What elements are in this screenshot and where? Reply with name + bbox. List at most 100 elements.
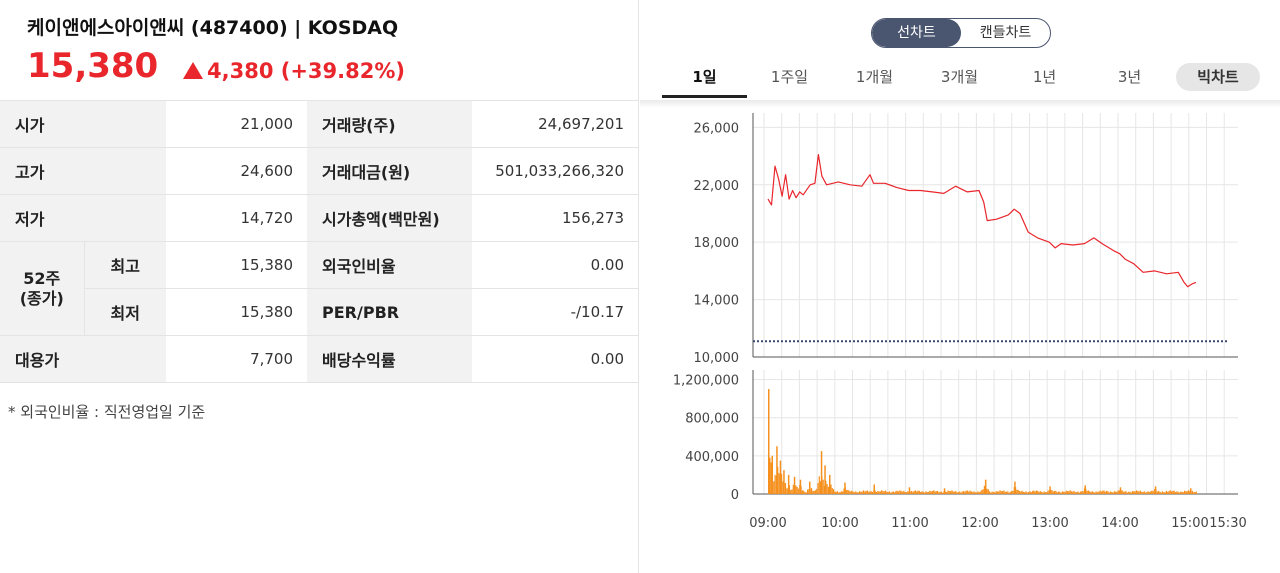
candle-chart-toggle[interactable]: 캔들차트 (979, 25, 1032, 41)
volume-bar (870, 491, 872, 494)
volume-bar (1089, 491, 1091, 494)
volume-bar (926, 492, 928, 494)
volume-bar (848, 490, 850, 494)
price-axis-tick-label: 14,000 (694, 294, 740, 309)
current-price: 15,380 (27, 46, 159, 86)
table-row: 저가 14,720 시가총액(백만원) 156,273 (0, 194, 639, 242)
volume-bar (1093, 492, 1095, 494)
volume-bar (1146, 492, 1148, 494)
volume-bar (1081, 491, 1083, 494)
week52-label: 52주 (종가) (0, 241, 85, 336)
volume-bar (846, 490, 848, 494)
tab-3year[interactable]: 3년 (1117, 68, 1142, 86)
volume-bar (1128, 491, 1130, 494)
volume-value: 24,697,201 (472, 100, 639, 148)
volume-bar (1156, 491, 1158, 494)
volume-spike-bar (984, 479, 987, 494)
volume-bar (853, 492, 855, 494)
volume-bar (966, 490, 969, 494)
volume-bar (788, 485, 790, 494)
volume-bar (1098, 491, 1100, 494)
volume-bar (1176, 491, 1178, 494)
volume-bar (1078, 492, 1080, 494)
volume-bar (803, 490, 805, 494)
volume-bar (944, 491, 946, 494)
volume-bar (827, 486, 829, 494)
tab-1month[interactable]: 1개월 (855, 68, 894, 86)
volume-bar (1020, 491, 1022, 494)
substitute-price-label: 대용가 (0, 335, 167, 383)
volume-bar (860, 491, 862, 494)
volume-bar (1095, 491, 1097, 494)
volume-bar (1043, 491, 1045, 494)
volume-bar (1074, 492, 1076, 494)
volume-bar (1091, 491, 1093, 494)
volume-bar (883, 491, 885, 494)
volume-bar (1189, 491, 1191, 494)
tab-3month[interactable]: 3개월 (940, 68, 979, 86)
volume-bar (1138, 491, 1140, 494)
volume-bar (807, 489, 809, 494)
volume-bar (1112, 492, 1114, 494)
volume-bar (1025, 491, 1027, 494)
volume-bar (817, 483, 819, 494)
amount-label: 거래대금(원) (307, 147, 473, 195)
tab-1week[interactable]: 1주일 (770, 68, 809, 86)
volume-bar (899, 490, 901, 494)
volume-bar (1133, 491, 1135, 494)
volume-bar (920, 492, 922, 494)
volume-bar (1132, 491, 1134, 494)
volume-bar (825, 480, 827, 494)
volume-bar (797, 488, 800, 494)
volume-spike-bar (768, 389, 770, 494)
volume-spike-bar (820, 451, 823, 494)
volume-bar (1096, 492, 1099, 494)
volume-bar (877, 491, 879, 494)
volume-bar (896, 490, 898, 494)
open-value: 21,000 (166, 100, 308, 148)
volume-bar (963, 491, 965, 494)
volume-bar (1028, 492, 1030, 494)
volume-bar (1106, 490, 1108, 494)
volume-spike-bar (771, 455, 773, 494)
tabs-divider (640, 100, 1280, 108)
volume-bar (836, 491, 839, 494)
volume-bar (895, 490, 897, 494)
line-chart-toggle[interactable]: 선차트 (872, 19, 961, 47)
table-row: 고가 24,600 거래대금(원) 501,033,266,320 (0, 147, 639, 195)
volume-bar (1076, 492, 1078, 494)
volume-bar (842, 491, 844, 494)
volume-bar (869, 491, 871, 494)
volume-bar (1109, 491, 1112, 494)
tab-1year[interactable]: 1년 (1032, 68, 1057, 86)
volume-bar (1099, 490, 1101, 494)
volume-bar (1046, 492, 1048, 494)
volume-spike-bar (824, 465, 826, 494)
volume-bar (968, 491, 970, 494)
volume-bar (1011, 490, 1013, 494)
volume-bar (939, 491, 941, 494)
volume-bar (1064, 492, 1066, 494)
volume-bar (1161, 491, 1164, 494)
volume-bar (882, 491, 884, 494)
week52-label-line2: (종가) (19, 288, 64, 308)
volume-bar (921, 491, 923, 494)
volume-bar (1005, 491, 1008, 494)
volume-bar (770, 462, 772, 494)
volume-bar (931, 491, 933, 494)
volume-bar (891, 491, 893, 494)
volume-bar (918, 490, 920, 494)
tab-1day[interactable]: 1일 (662, 60, 747, 98)
volume-bar (820, 481, 822, 494)
big-chart-button[interactable]: 빅차트 (1176, 63, 1260, 91)
volume-label: 거래량(주) (307, 100, 473, 148)
volume-bar (805, 492, 807, 494)
volume-bar (1187, 490, 1190, 494)
volume-bar (1039, 491, 1041, 494)
volume-bar (914, 490, 917, 494)
volume-bar (1143, 491, 1145, 494)
volume-bar (1054, 490, 1056, 494)
volume-bar (1077, 491, 1079, 494)
volume-axis-tick-label: 1,200,000 (673, 374, 739, 389)
volume-bar (875, 492, 878, 494)
